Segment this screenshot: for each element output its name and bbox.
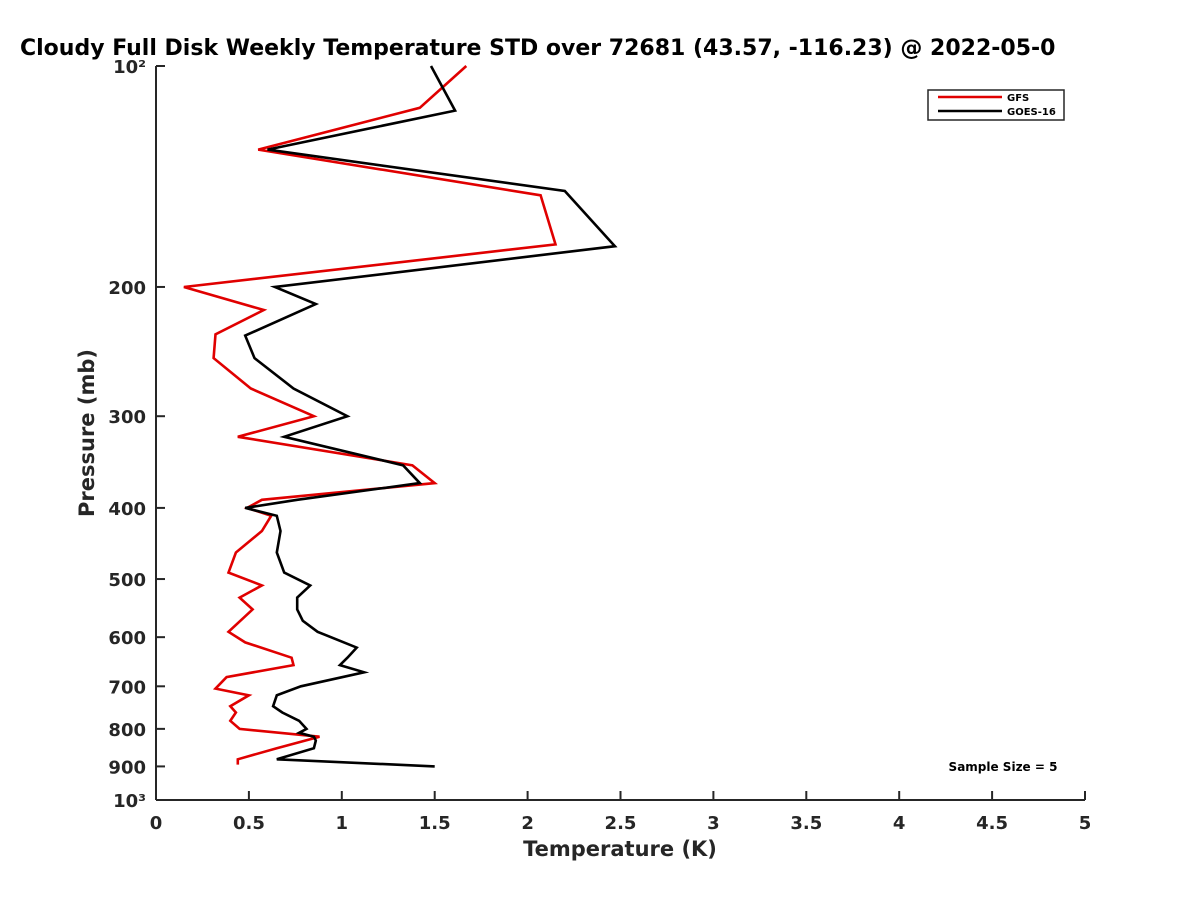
x-tick-label: 0.5 [233,813,265,834]
legend-box [927,89,1065,121]
y-tick-label: 10³ [113,791,146,812]
chart-title: Cloudy Full Disk Weekly Temperature STD … [20,36,1055,61]
x-axis-ticks: 0 0.5 1 1.5 2 2.5 3 3.5 4 4.5 5 [150,791,1092,834]
x-tick-label: 2 [521,813,534,834]
y-tick-label: 200 [108,278,146,299]
series-line-goes-16 [243,65,618,768]
y-tick-label: 300 [108,407,146,428]
legend-label-gfs: GFS [1007,93,1029,104]
y-axis-ticks: 10² 200 300 400 500 600 700 800 900 10³ [108,57,165,812]
x-tick-label: 2.5 [605,813,637,834]
sample-size-annotation: Sample Size = 5 [949,760,1058,774]
legend-label-goes16: GOES-16 [1007,107,1056,118]
plot-area [156,66,1085,800]
x-tick-label: 0 [150,813,163,834]
y-tick-label: 700 [108,677,146,698]
y-tick-label: 800 [108,720,146,741]
x-tick-label: 1 [336,813,349,834]
x-tick-label: 3 [707,813,720,834]
x-tick-label: 1.5 [419,813,451,834]
y-tick-label: 500 [108,570,146,591]
legend: GFS GOES-16 [927,89,1065,121]
x-axis-label: Temperature (K) [523,837,717,861]
y-tick-label: 10² [113,57,146,78]
x-tick-label: 3.5 [790,813,822,834]
x-tick-label: 5 [1079,813,1092,834]
y-tick-label: 600 [108,628,146,649]
x-tick-label: 4.5 [976,813,1008,834]
series-layer [183,65,618,768]
y-tick-label: 900 [108,757,146,778]
series-line-gfs [183,65,558,765]
y-axis-label: Pressure (mb) [75,349,99,517]
x-tick-label: 4 [893,813,906,834]
y-tick-label: 400 [108,499,146,520]
